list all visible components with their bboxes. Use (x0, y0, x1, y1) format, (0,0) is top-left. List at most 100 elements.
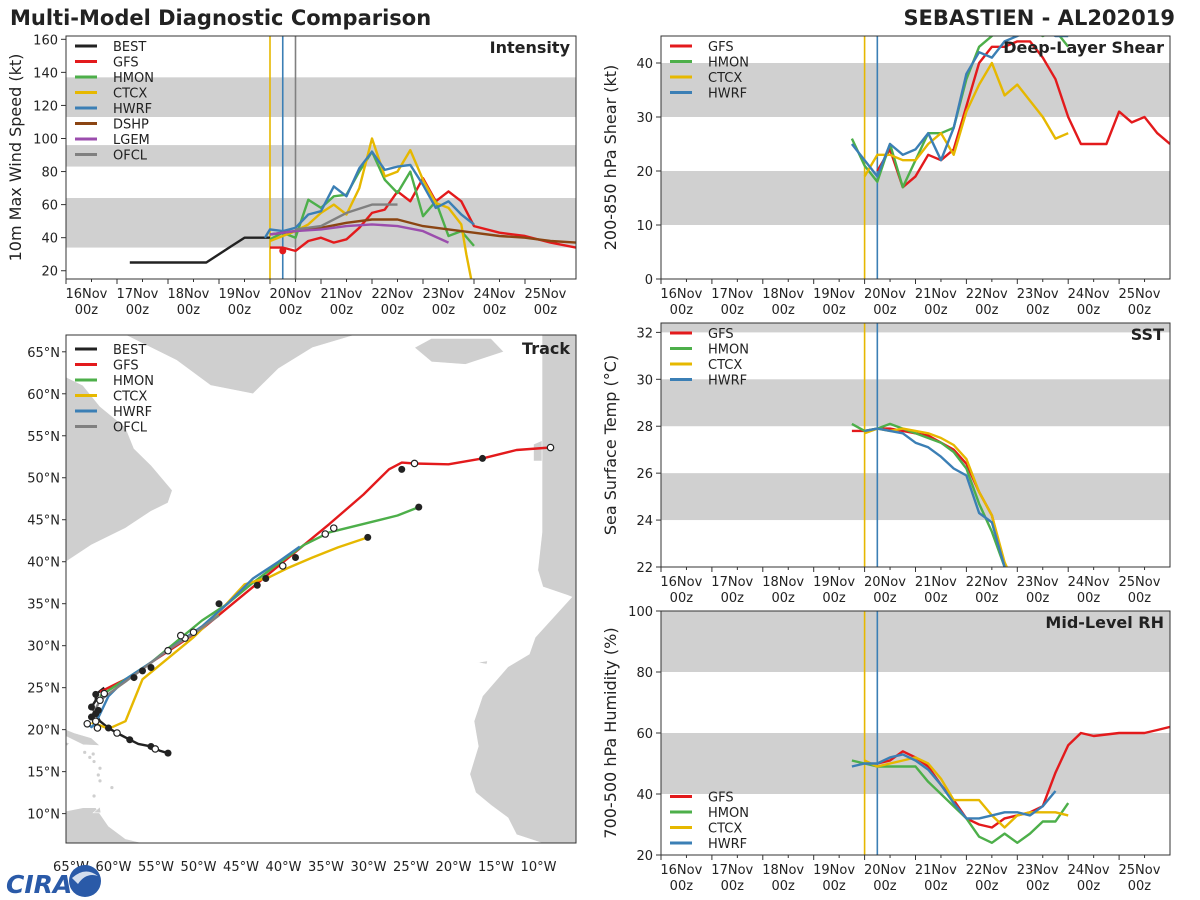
land-greenland (125, 335, 356, 395)
track-position-open (151, 745, 160, 753)
sst-xtick-sublabel: 00z (670, 591, 694, 606)
intensity-xtick-label: 18Nov (167, 287, 209, 302)
track-legend-label: GFS (113, 359, 139, 374)
land-puerto-rico (66, 741, 70, 746)
intensity-xtick-label: 23Nov (422, 287, 464, 302)
sst-panel: 22242628303216Nov00z17Nov00z18Nov00z19No… (601, 322, 1171, 606)
shear-title: Deep-Layer Shear (1003, 38, 1164, 57)
intensity-ytick-label: 140 (33, 66, 58, 81)
track-position-filled (415, 503, 423, 511)
rh-xtick-sublabel: 00z (1026, 879, 1050, 894)
track-position-open (93, 724, 102, 732)
shear-legend-label: GFS (708, 40, 734, 55)
track-position-filled (479, 454, 486, 462)
shear-xtick-sublabel: 00z (1077, 303, 1101, 318)
track-xtick-label: 30°W (351, 860, 387, 875)
track-xtick-label: 45°W (223, 860, 259, 875)
track-position-open (164, 646, 172, 655)
rh-legend-label: HMON (708, 806, 749, 821)
sst-band (661, 473, 1170, 521)
intensity-xtick-sublabel: 00z (483, 303, 507, 318)
cira-logo-swirl (72, 871, 98, 884)
sst-series-hwrf (864, 427, 1006, 567)
intensity-legend-label: HMON (113, 71, 154, 86)
intensity-legend-label: OFCL (113, 149, 148, 164)
track-plot-area (66, 335, 576, 843)
sst-xtick-label: 22Nov (966, 575, 1008, 590)
shear-xtick-sublabel: 00z (924, 303, 948, 318)
sst-legend-label: CTCX (708, 358, 742, 373)
track-legend-label: OFCL (113, 421, 148, 436)
track-position-open (321, 530, 330, 538)
track-position-open (278, 562, 287, 570)
track-position-filled (292, 554, 299, 562)
sst-xtick-sublabel: 00z (771, 591, 795, 606)
shear-ytick-label: 20 (636, 165, 653, 180)
land-caribbean-island (98, 766, 102, 770)
intensity-marker (279, 247, 287, 255)
shear-series-hwrf (850, 36, 1069, 178)
rh-xtick-sublabel: 00z (1128, 879, 1152, 894)
track-position-filled (139, 667, 146, 675)
track-position-filled (105, 724, 112, 732)
rh-band (661, 733, 1170, 794)
intensity-band (66, 198, 576, 248)
intensity-ytick-label: 80 (41, 166, 58, 181)
sst-title: SST (1131, 325, 1164, 344)
track-position-open (100, 689, 109, 698)
shear-ylabel: 200-850 hPa Shear (kt) (601, 65, 620, 251)
rh-xtick-label: 18Nov (762, 863, 804, 878)
figure-title: Multi-Model Diagnostic Comparison (10, 6, 431, 30)
track-ytick-label: 45°N (27, 514, 60, 529)
sst-ytick-label: 32 (636, 326, 653, 341)
intensity-plot-area (66, 36, 576, 279)
intensity-legend-label: BEST (113, 40, 146, 55)
rh-ytick-label: 100 (628, 605, 653, 620)
intensity-legend-label: GFS (113, 56, 139, 71)
intensity-legend-label: HWRF (113, 102, 152, 117)
sst-xtick-label: 24Nov (1068, 575, 1110, 590)
shear-xtick-sublabel: 00z (822, 303, 846, 318)
shear-xtick-label: 17Nov (711, 287, 753, 302)
rh-ylabel: 700-500 hPa Humidity (%) (601, 627, 620, 838)
rh-xtick-label: 16Nov (660, 863, 702, 878)
intensity-ytick-label: 160 (33, 33, 58, 48)
track-xtick-label: 25°W (393, 860, 429, 875)
rh-xtick-sublabel: 00z (873, 879, 897, 894)
intensity-panel: 2040608010012014016016Nov00z17Nov00z18No… (6, 33, 577, 318)
rh-legend-label: GFS (708, 791, 734, 806)
intensity-band (66, 77, 576, 117)
land-caribbean-island (83, 750, 87, 754)
shear-legend-label: HWRF (708, 87, 747, 102)
shear-xtick-label: 16Nov (660, 287, 702, 302)
track-xtick-label: 10°W (521, 860, 557, 875)
rh-panel: 2040608010016Nov00z17Nov00z18Nov00z19Nov… (601, 605, 1171, 894)
sst-xtick-label: 19Nov (813, 575, 855, 590)
shear-series-ctcx (863, 61, 1069, 178)
track-position-filled (364, 533, 372, 541)
intensity-xtick-sublabel: 00z (279, 303, 303, 318)
track-series-ofcl (90, 614, 220, 718)
rh-xtick-label: 25Nov (1118, 863, 1160, 878)
rh-series-hwrf (851, 753, 1057, 820)
sst-band (661, 323, 1170, 333)
shear-xtick-sublabel: 00z (1128, 303, 1152, 318)
shear-xtick-label: 25Nov (1118, 287, 1160, 302)
rh-xtick-label: 24Nov (1068, 863, 1110, 878)
rh-xtick-sublabel: 00z (670, 879, 694, 894)
track-xtick-label: 15°W (478, 860, 514, 875)
cira-logo-text: CIRA (6, 870, 72, 899)
intensity-series-dshp (269, 218, 576, 244)
intensity-series-hwrf (263, 150, 475, 239)
rh-xtick-sublabel: 00z (924, 879, 948, 894)
shear-xtick-sublabel: 00z (873, 303, 897, 318)
land-trinidad (92, 806, 102, 814)
sst-xtick-label: 16Nov (660, 575, 702, 590)
track-ytick-label: 20°N (27, 724, 60, 739)
track-position-filled (215, 600, 223, 608)
rh-ytick-label: 40 (636, 788, 653, 803)
sst-xtick-sublabel: 00z (822, 591, 846, 606)
storm-name: SEBASTIEN - AL202019 (903, 6, 1175, 30)
track-position-filled (94, 706, 102, 714)
